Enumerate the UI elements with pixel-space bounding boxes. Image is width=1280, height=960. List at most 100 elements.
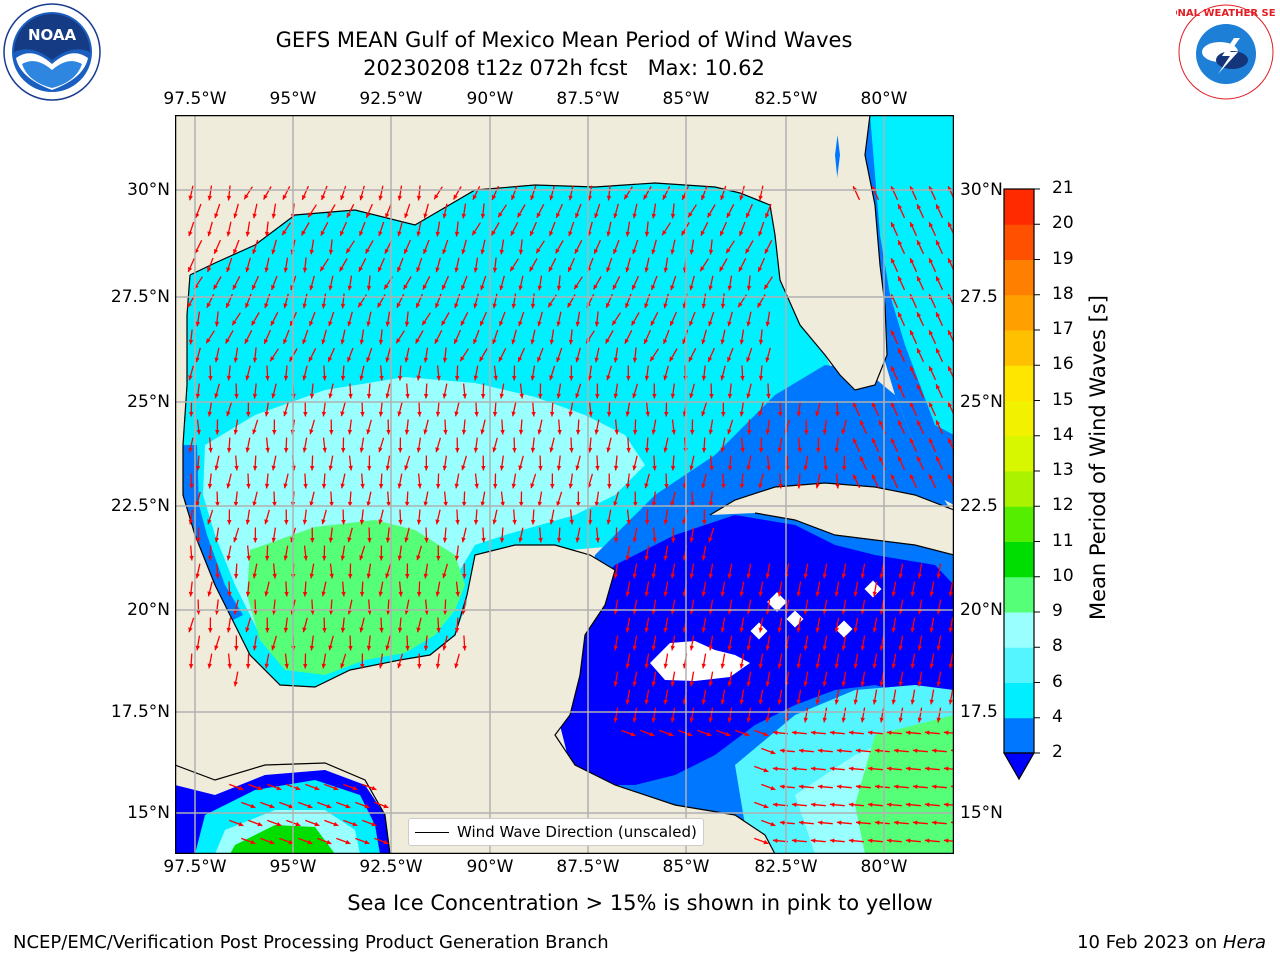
wind-wave-arrowhead: [339, 266, 344, 272]
wind-wave-arrowhead: [663, 555, 668, 561]
wind-wave-arrowhead: [303, 412, 308, 417]
wind-wave-arrowhead: [744, 731, 750, 737]
wind-wave-arrowhead: [739, 483, 745, 489]
wind-wave-arrowhead: [652, 465, 657, 471]
wind-wave-arrowhead: [910, 699, 915, 705]
wind-wave-arrowhead: [575, 393, 580, 399]
wind-wave-arrowhead: [905, 766, 911, 771]
island: [750, 622, 768, 640]
wind-wave-arrowhead: [252, 249, 257, 255]
wind-wave-arrowhead: [626, 447, 631, 453]
wind-wave-arrowhead: [530, 447, 536, 453]
wind-wave-arrowhead: [860, 456, 865, 462]
wind-wave-arrowhead: [207, 591, 212, 597]
wind-wave-arrowhead: [777, 699, 782, 705]
wind-wave-arrowhead: [234, 646, 239, 651]
wind-wave-arrowhead: [758, 266, 763, 272]
wind-wave-arrowhead: [835, 412, 840, 417]
wind-wave-arrowhead: [663, 519, 669, 525]
wind-wave-arrowhead: [613, 609, 618, 615]
wind-wave-arrowhead: [910, 627, 915, 633]
wind-wave-arrowhead: [377, 302, 382, 308]
wind-wave-arrowhead: [213, 284, 218, 290]
wind-wave-arrowhead: [855, 820, 861, 825]
wind-wave-arrowhead: [891, 591, 896, 597]
wind-wave-arrowhead: [556, 465, 562, 471]
wind-wave-arrowhead: [500, 501, 505, 507]
wind-wave-arrowhead: [613, 393, 619, 399]
wind-wave-arrowhead: [670, 320, 675, 326]
wind-wave-arrowhead: [284, 520, 289, 525]
wind-wave-arrowhead: [480, 429, 485, 435]
wind-wave-arrowhead: [284, 663, 289, 669]
wind-wave-arrowhead: [632, 609, 637, 615]
wind-wave-arrowhead: [860, 645, 865, 651]
colorbar-segment: [1004, 717, 1034, 754]
lon-tick-top: 80°W: [860, 89, 908, 109]
wind-wave-arrowhead: [359, 375, 364, 381]
wind-wave-arrowhead: [669, 356, 674, 362]
lon-tick-bottom: 80°W: [860, 857, 908, 877]
wind-wave-arrowhead: [936, 384, 941, 390]
footer-host: Hera: [1222, 932, 1266, 953]
colorbar-segment: [1004, 647, 1034, 683]
wind-wave-arrowhead: [481, 466, 486, 471]
wind-wave-arrowhead: [386, 430, 391, 435]
wind-wave-arrowhead: [538, 466, 543, 471]
wind-wave-arrowhead: [232, 320, 237, 326]
wind-wave-arrowhead: [309, 249, 315, 255]
wind-wave-arrowhead: [348, 574, 353, 579]
colorbar-tick-label: 10: [1052, 565, 1074, 586]
wind-wave-arrowhead: [530, 483, 535, 489]
wind-wave-arrowhead: [936, 240, 941, 246]
wind-wave-arrowhead: [328, 609, 334, 615]
wind-wave-arrowhead: [891, 402, 896, 408]
wind-wave-arrowhead: [443, 501, 448, 507]
wind-wave-arrowhead: [815, 699, 820, 705]
lat-tick-left: 20°N: [127, 600, 170, 620]
wind-wave-arrowhead: [822, 609, 827, 615]
wind-wave-arrowhead: [329, 573, 334, 579]
wind-wave-arrowhead: [385, 465, 391, 471]
wind-wave-arrowhead: [472, 230, 477, 236]
wind-wave-arrowhead: [613, 717, 618, 723]
wind-wave-arrowhead: [283, 448, 289, 453]
wind-wave-arrowhead: [314, 785, 320, 791]
lat-tick-right: 17.5: [960, 702, 998, 722]
wind-wave-arrowhead: [282, 194, 287, 200]
wind-wave-arrowhead: [538, 394, 543, 399]
wind-wave-arrowhead: [575, 213, 580, 218]
colorbar: [1002, 188, 1040, 781]
wind-wave-arrowhead: [898, 384, 903, 390]
wind-wave-arrowhead: [364, 803, 370, 809]
wind-wave-arrowhead: [384, 248, 389, 254]
wind-wave-arrowhead: [791, 802, 797, 807]
wind-wave-arrowhead: [681, 230, 686, 236]
wind-wave-arrowhead: [632, 573, 637, 579]
wind-wave-arrowhead: [643, 194, 648, 200]
wind-wave-arrowhead: [625, 663, 630, 669]
wind-wave-arrowhead: [708, 501, 714, 507]
wind-wave-arrowhead: [567, 302, 572, 308]
wind-wave-arrowhead: [244, 194, 249, 200]
caribbean-deep-blue: [560, 515, 954, 785]
florida-land: [775, 115, 887, 390]
wind-wave-arrowhead: [208, 447, 213, 453]
wind-wave-arrowhead: [763, 839, 769, 845]
wind-wave-arrowhead: [670, 501, 675, 507]
wind-wave-arrowhead: [397, 627, 403, 633]
wind-wave-arrowhead: [948, 366, 953, 372]
wind-wave-arrowhead: [347, 429, 353, 435]
wind-wave-arrowhead: [238, 785, 244, 791]
wind-wave-arrowhead: [345, 839, 351, 845]
wind-wave-arrowhead: [817, 748, 823, 753]
wind-wave-arrowhead: [746, 645, 751, 651]
wind-wave-arrowhead: [214, 609, 220, 615]
wind-wave-arrowhead: [777, 627, 782, 633]
wind-wave-arrowhead: [405, 645, 410, 651]
noaa-logo: NOAA: [2, 2, 102, 102]
wind-wave-arrowhead: [397, 483, 402, 489]
wind-wave-arrowhead: [301, 230, 306, 236]
wind-wave-arrowhead: [917, 240, 922, 246]
wind-wave-arrowhead: [834, 627, 839, 633]
